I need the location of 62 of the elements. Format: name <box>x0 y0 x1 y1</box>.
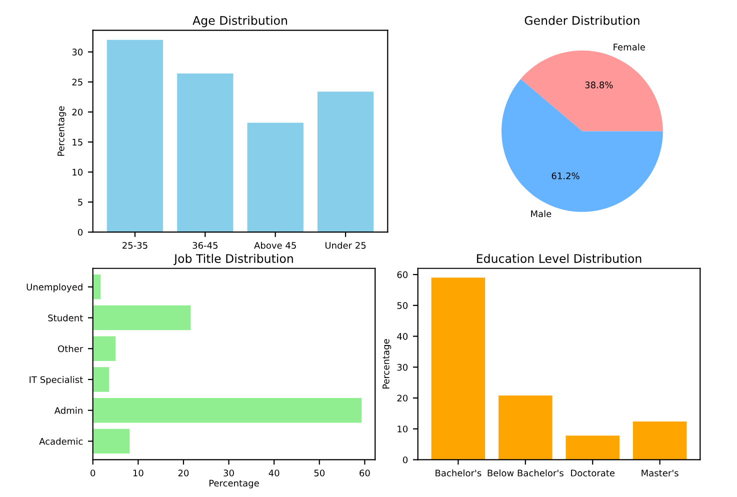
bar <box>498 396 552 460</box>
bar <box>92 428 130 454</box>
x-tick-label: Under 25 <box>325 242 366 249</box>
x-axis-title: Percentage <box>209 480 259 488</box>
bar <box>92 367 110 392</box>
x-tick-label: 0 <box>90 470 96 476</box>
data-label: 38.8% <box>585 82 613 88</box>
x-tick-label: Bachelor's <box>436 469 482 476</box>
x-tick-label: 20 <box>178 470 189 476</box>
pie-slice <box>520 50 663 132</box>
bar <box>431 278 486 460</box>
x-tick-label: 30 <box>224 470 234 476</box>
x-tick-label: 36-45 <box>192 242 218 249</box>
bar <box>92 305 191 330</box>
y-tick-label: 5 <box>78 198 82 206</box>
y-axis-title: Percentage <box>382 339 392 389</box>
y-tick-label: Unemployed <box>26 283 82 292</box>
y-tick-label: 0 <box>403 456 408 464</box>
y-tick-label: 60 <box>397 271 408 278</box>
y-tick-label: 15 <box>72 138 82 146</box>
chart-title: Job Title Distribution <box>173 254 293 266</box>
x-tick-label: Doctorate <box>571 470 615 476</box>
chart-title: Age Distribution <box>192 16 287 28</box>
y-tick-label: Other <box>58 345 84 352</box>
y-tick-label: 25 <box>72 78 82 86</box>
bar <box>92 336 116 361</box>
y-tick-label: 20 <box>397 394 408 402</box>
slice-label: Female <box>614 43 645 50</box>
x-tick-label: 50 <box>314 470 325 476</box>
x-tick-label: 40 <box>268 470 280 476</box>
y-tick-label: 30 <box>397 364 408 371</box>
pie-slice <box>502 78 663 212</box>
bar <box>106 40 164 232</box>
y-tick-label: Admin <box>54 406 82 414</box>
y-axis-title: Percentage <box>58 106 66 156</box>
x-tick-label: Above 45 <box>254 242 296 249</box>
slice-label: Male <box>531 210 552 218</box>
bar <box>317 92 374 232</box>
bar <box>92 398 362 423</box>
y-tick-label: 30 <box>72 48 83 56</box>
bar <box>632 421 687 460</box>
bar <box>92 274 101 300</box>
x-tick-label: 10 <box>133 470 144 476</box>
y-tick-label: 40 <box>397 333 408 340</box>
y-tick-label: 20 <box>72 108 83 116</box>
y-tick-label: Student <box>48 314 83 322</box>
x-tick-label: Master's <box>642 470 678 476</box>
bar <box>177 74 234 232</box>
bar <box>247 122 304 232</box>
chart-title: Gender Distribution <box>524 16 640 25</box>
x-tick-label: Below Bachelor's <box>488 469 564 476</box>
bar <box>566 436 620 460</box>
chart-title: Education Level Distribution <box>477 254 642 263</box>
y-tick-label: Academic <box>39 438 83 445</box>
y-tick-label: IT Specialist <box>30 376 83 385</box>
data-label: 61.2% <box>552 172 580 180</box>
y-tick-label: 10 <box>398 426 408 432</box>
y-tick-label: 10 <box>72 168 83 176</box>
y-tick-label: 0 <box>78 228 83 236</box>
x-tick-label: 60 <box>360 470 370 476</box>
y-tick-label: 50 <box>397 302 408 309</box>
x-tick-label: 25-35 <box>122 242 148 249</box>
